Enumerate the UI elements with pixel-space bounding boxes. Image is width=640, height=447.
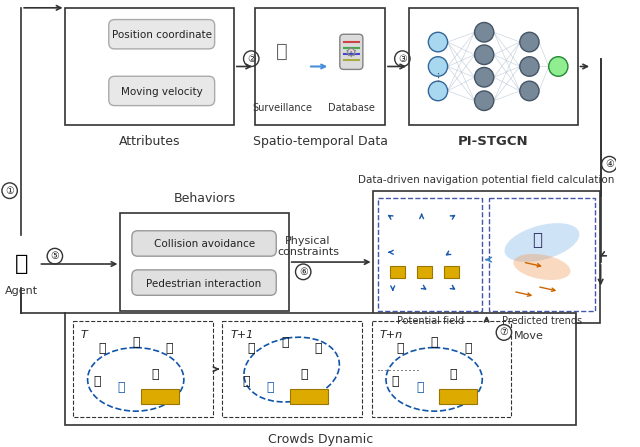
Text: Physical
constraints: Physical constraints — [277, 236, 339, 257]
Text: PI-STGCN: PI-STGCN — [458, 135, 529, 148]
Text: Behaviors: Behaviors — [173, 192, 236, 205]
Text: 🚶: 🚶 — [243, 375, 250, 388]
Text: ⑤: ⑤ — [51, 251, 60, 261]
FancyBboxPatch shape — [109, 20, 214, 49]
Text: Collision avoidance: Collision avoidance — [154, 240, 255, 249]
Text: 🚶: 🚶 — [416, 381, 424, 394]
Circle shape — [548, 57, 568, 76]
Circle shape — [428, 32, 447, 52]
Text: Data-driven navigation potential field calculation: Data-driven navigation potential field c… — [358, 175, 615, 185]
Text: ...........: ........... — [376, 361, 420, 374]
Text: Predicted trends: Predicted trends — [502, 316, 582, 326]
Text: Position coordinate: Position coordinate — [112, 30, 212, 40]
Text: Attributes: Attributes — [119, 135, 180, 148]
FancyBboxPatch shape — [409, 8, 577, 125]
FancyBboxPatch shape — [141, 389, 179, 404]
Text: Potential field: Potential field — [397, 316, 464, 326]
Text: 🚶: 🚶 — [430, 336, 438, 349]
Text: Agent: Agent — [4, 286, 38, 295]
FancyBboxPatch shape — [439, 389, 477, 404]
Circle shape — [520, 81, 539, 101]
FancyBboxPatch shape — [372, 320, 511, 417]
FancyBboxPatch shape — [222, 320, 362, 417]
Text: 🚶: 🚶 — [118, 381, 125, 394]
Text: ④: ④ — [605, 159, 614, 169]
FancyBboxPatch shape — [390, 266, 405, 278]
Text: Move: Move — [513, 331, 543, 342]
Text: ⑥: ⑥ — [299, 267, 308, 277]
Text: 🚶: 🚶 — [315, 342, 323, 354]
FancyBboxPatch shape — [132, 270, 276, 295]
FancyBboxPatch shape — [417, 266, 432, 278]
Text: 🚶: 🚶 — [99, 342, 106, 354]
Ellipse shape — [504, 223, 579, 262]
Circle shape — [474, 22, 494, 42]
Circle shape — [428, 81, 447, 101]
FancyBboxPatch shape — [132, 231, 276, 256]
FancyBboxPatch shape — [374, 191, 600, 323]
Text: 🚶: 🚶 — [166, 342, 173, 354]
Text: T+n: T+n — [380, 330, 403, 341]
Text: 🚶: 🚶 — [132, 336, 140, 349]
Circle shape — [520, 32, 539, 52]
Text: 🚶: 🚶 — [281, 336, 289, 349]
Text: Surveillance: Surveillance — [252, 102, 312, 113]
Text: Pedestrian interaction: Pedestrian interaction — [147, 278, 262, 289]
FancyBboxPatch shape — [73, 320, 212, 417]
Text: 🚶: 🚶 — [450, 368, 457, 381]
Text: 🚶: 🚶 — [397, 342, 404, 354]
Text: Moving velocity: Moving velocity — [121, 87, 203, 97]
Text: 🚶: 🚶 — [151, 368, 159, 381]
Circle shape — [474, 91, 494, 110]
Text: ⑦: ⑦ — [500, 328, 508, 337]
Text: T+1: T+1 — [230, 330, 253, 341]
Circle shape — [520, 57, 539, 76]
FancyBboxPatch shape — [489, 198, 595, 311]
FancyBboxPatch shape — [120, 213, 289, 311]
Text: Crowds Dynamic: Crowds Dynamic — [268, 433, 373, 446]
FancyBboxPatch shape — [378, 198, 483, 311]
FancyBboxPatch shape — [340, 34, 363, 69]
Text: ⋮: ⋮ — [433, 73, 444, 83]
Text: 🚶: 🚶 — [300, 368, 308, 381]
Text: 🚶: 🚶 — [93, 375, 101, 388]
Text: 🚶: 🚶 — [532, 231, 542, 249]
Text: 📷: 📷 — [276, 42, 288, 61]
Text: 🚶: 🚶 — [267, 381, 274, 394]
Ellipse shape — [513, 254, 570, 280]
Text: Database: Database — [328, 102, 375, 113]
FancyBboxPatch shape — [255, 8, 385, 125]
Text: T: T — [81, 330, 88, 341]
FancyBboxPatch shape — [109, 76, 214, 105]
Text: 🚶: 🚶 — [248, 342, 255, 354]
FancyBboxPatch shape — [65, 313, 575, 426]
FancyBboxPatch shape — [444, 266, 459, 278]
Text: Spatio-temporal Data: Spatio-temporal Data — [253, 135, 388, 148]
FancyBboxPatch shape — [65, 8, 234, 125]
FancyBboxPatch shape — [290, 389, 328, 404]
Text: ⚙: ⚙ — [345, 46, 358, 60]
Text: 🧑: 🧑 — [15, 254, 28, 274]
Text: ②: ② — [247, 54, 255, 63]
Circle shape — [428, 57, 447, 76]
Circle shape — [474, 67, 494, 87]
Text: 🚶: 🚶 — [392, 375, 399, 388]
Text: ①: ① — [5, 186, 14, 196]
Text: ③: ③ — [398, 54, 407, 63]
Circle shape — [474, 45, 494, 64]
Text: 🚶: 🚶 — [464, 342, 472, 354]
